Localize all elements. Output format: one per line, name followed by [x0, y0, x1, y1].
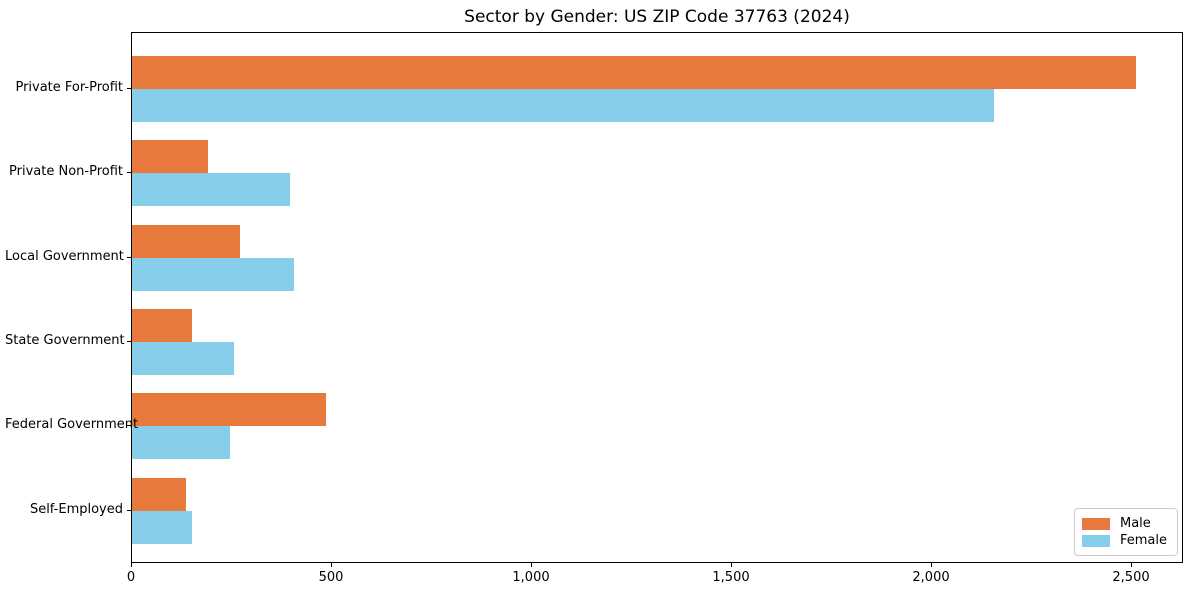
y-category-label: State Government [5, 332, 125, 348]
bar-male-1 [132, 56, 1136, 89]
x-tick-label: 0 [126, 570, 136, 585]
y-axis-tick [127, 88, 131, 89]
legend: Male Female [1073, 508, 1178, 556]
bar-female-2 [132, 173, 290, 207]
bar-male-2 [132, 140, 208, 174]
bar-male-6 [132, 477, 186, 511]
x-axis-tick [931, 563, 932, 567]
legend-label: Male [1119, 516, 1151, 531]
x-axis-tick [131, 563, 132, 567]
bar-female-5 [132, 426, 230, 460]
legend-swatch-female [1081, 534, 1110, 547]
bar-male-5 [132, 393, 326, 427]
y-category-label: Private For-Profit [15, 80, 123, 95]
y-category-label: Federal Government [5, 417, 139, 433]
chart-title: Sector by Gender: US ZIP Code 37763 (202… [464, 7, 850, 27]
y-category-label: Private Non-Profit [9, 164, 123, 180]
y-axis-tick [127, 172, 131, 174]
x-tick-label: 500 [318, 570, 344, 585]
bar-male-3 [132, 224, 240, 258]
bar-male-4 [132, 308, 192, 342]
y-axis-tick [127, 340, 131, 342]
x-tick-label: 2,500 [1112, 570, 1150, 585]
y-axis-tick [127, 509, 131, 511]
x-axis-tick [731, 563, 732, 567]
bar-female-1 [132, 89, 994, 122]
bar-female-6 [132, 510, 192, 544]
x-tick-label: 1,500 [712, 570, 750, 585]
x-axis-tick [1131, 563, 1132, 567]
bar-female-4 [132, 341, 234, 375]
x-axis-tick [331, 563, 332, 567]
y-category-label: Self-Employed [29, 501, 123, 517]
x-axis-tick [531, 563, 532, 567]
bar-female-3 [132, 257, 294, 291]
x-tick-label: 2,000 [912, 570, 950, 585]
y-category-label: Local Government [5, 248, 124, 264]
x-tick-label: 1,000 [512, 570, 550, 585]
legend-entry-male: Male [1081, 515, 1167, 532]
y-axis-tick [127, 256, 131, 258]
plot-area: Male Female [131, 32, 1183, 563]
legend-label: Female [1119, 533, 1167, 548]
legend-swatch-male [1081, 517, 1110, 530]
legend-entry-female: Female [1081, 532, 1167, 549]
y-axis-tick [127, 425, 131, 427]
